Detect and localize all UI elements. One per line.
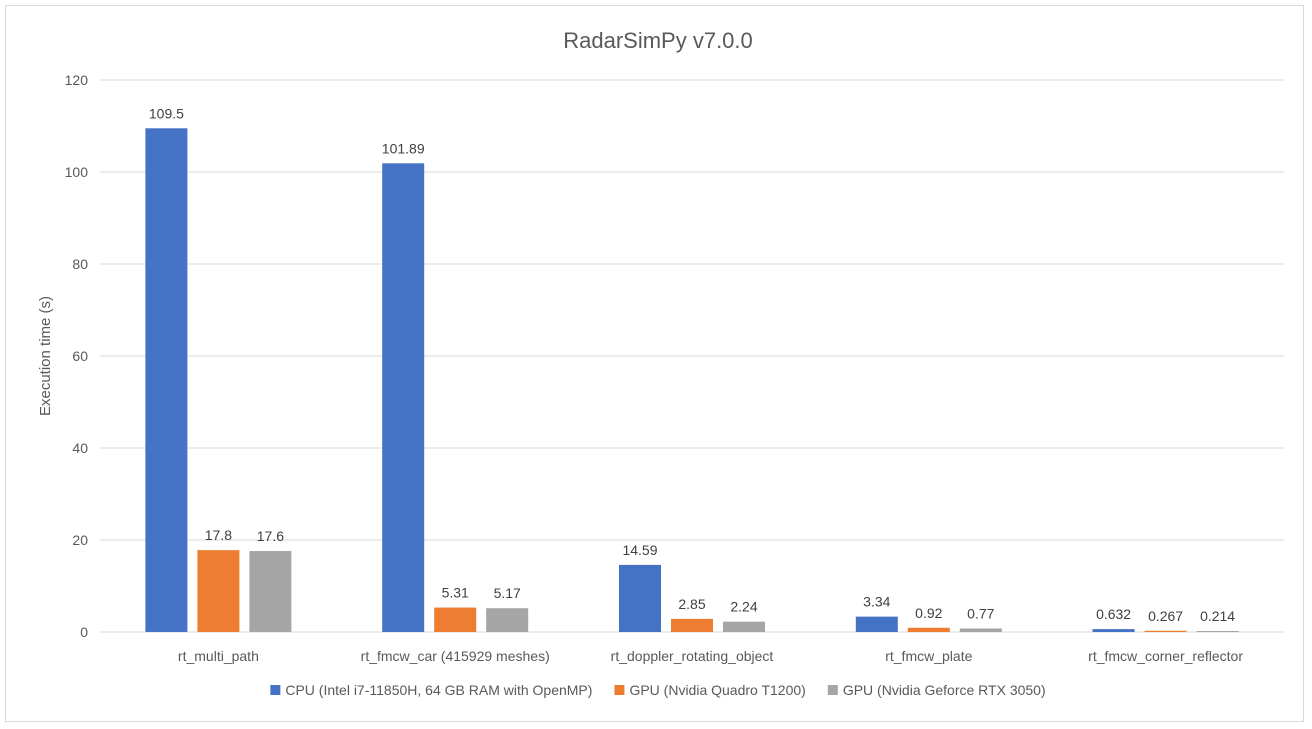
data-label-1-3: 0.92	[915, 605, 942, 621]
bar-0-4	[1092, 629, 1135, 632]
bar-1-2	[671, 618, 713, 632]
legend: CPU (Intel i7-11850H, 64 GB RAM with Ope…	[270, 682, 1046, 698]
bar-0-0	[145, 128, 188, 633]
y-tick-120: 120	[65, 72, 89, 88]
bar-0-3	[855, 616, 898, 632]
x-tick-0: rt_multi_path	[178, 648, 259, 664]
data-label-2-1: 5.17	[494, 585, 521, 601]
data-label-1-2: 2.85	[678, 596, 705, 612]
data-label-2-2: 2.24	[730, 599, 757, 615]
bar-2-1	[486, 608, 529, 632]
bar-0-2	[619, 564, 661, 632]
y-tick-60: 60	[72, 348, 88, 364]
bar-1-0	[197, 550, 240, 632]
y-tick-80: 80	[72, 256, 88, 272]
data-label-0-4: 0.632	[1096, 606, 1131, 622]
legend-label-1: GPU (Nvidia Quadro T1200)	[629, 682, 805, 698]
bar-2-4	[1196, 631, 1239, 632]
y-tick-labels: 0 20 40 60 80 100 120	[65, 72, 89, 640]
y-tick-0: 0	[80, 624, 88, 640]
legend-label-0: CPU (Intel i7-11850H, 64 GB RAM with Ope…	[285, 682, 592, 698]
grid-lines	[100, 79, 1284, 633]
x-tick-labels: rt_multi_path rt_fmcw_car (415929 meshes)…	[178, 648, 1243, 664]
bar-0-1	[382, 163, 425, 632]
bar-2-3	[959, 628, 1002, 632]
y-tick-100: 100	[65, 164, 89, 180]
data-label-2-3: 0.77	[967, 605, 994, 621]
data-label-0-3: 3.34	[863, 594, 890, 610]
data-label-0-2: 14.59	[622, 542, 657, 558]
data-label-0-0: 109.5	[149, 105, 184, 121]
data-label-2-4: 0.214	[1200, 608, 1235, 624]
bar-1-3	[907, 627, 950, 632]
data-labels: 109.5 17.8 17.6 101.89 5.31 5.17 14.59 2.85 2.24…	[149, 105, 1235, 624]
legend-swatch-1	[614, 685, 625, 695]
y-axis-label: Execution time (s)	[37, 296, 54, 416]
x-tick-1: rt_fmcw_car (415929 meshes)	[361, 648, 550, 664]
bar-2-2	[723, 621, 765, 632]
x-tick-3: rt_fmcw_plate	[885, 648, 972, 664]
bar-1-4	[1144, 630, 1187, 632]
x-tick-2: rt_doppler_rotating_object	[611, 648, 774, 664]
y-tick-40: 40	[72, 440, 88, 456]
legend-swatch-0	[270, 685, 281, 695]
bars	[145, 128, 1239, 633]
x-tick-4: rt_fmcw_corner_reflector	[1088, 648, 1243, 664]
data-label-1-0: 17.8	[205, 527, 232, 543]
chart-title: RadarSimPy v7.0.0	[563, 28, 753, 53]
bar-1-1	[434, 607, 477, 632]
y-tick-20: 20	[72, 532, 88, 548]
legend-swatch-2	[827, 685, 838, 695]
bar-2-0	[249, 551, 292, 632]
legend-label-2: GPU (Nvidia Geforce RTX 3050)	[843, 682, 1046, 698]
data-label-2-0: 17.6	[257, 528, 284, 544]
data-label-1-4: 0.267	[1148, 608, 1183, 624]
data-label-1-1: 5.31	[442, 585, 469, 601]
data-label-0-1: 101.89	[382, 140, 425, 156]
